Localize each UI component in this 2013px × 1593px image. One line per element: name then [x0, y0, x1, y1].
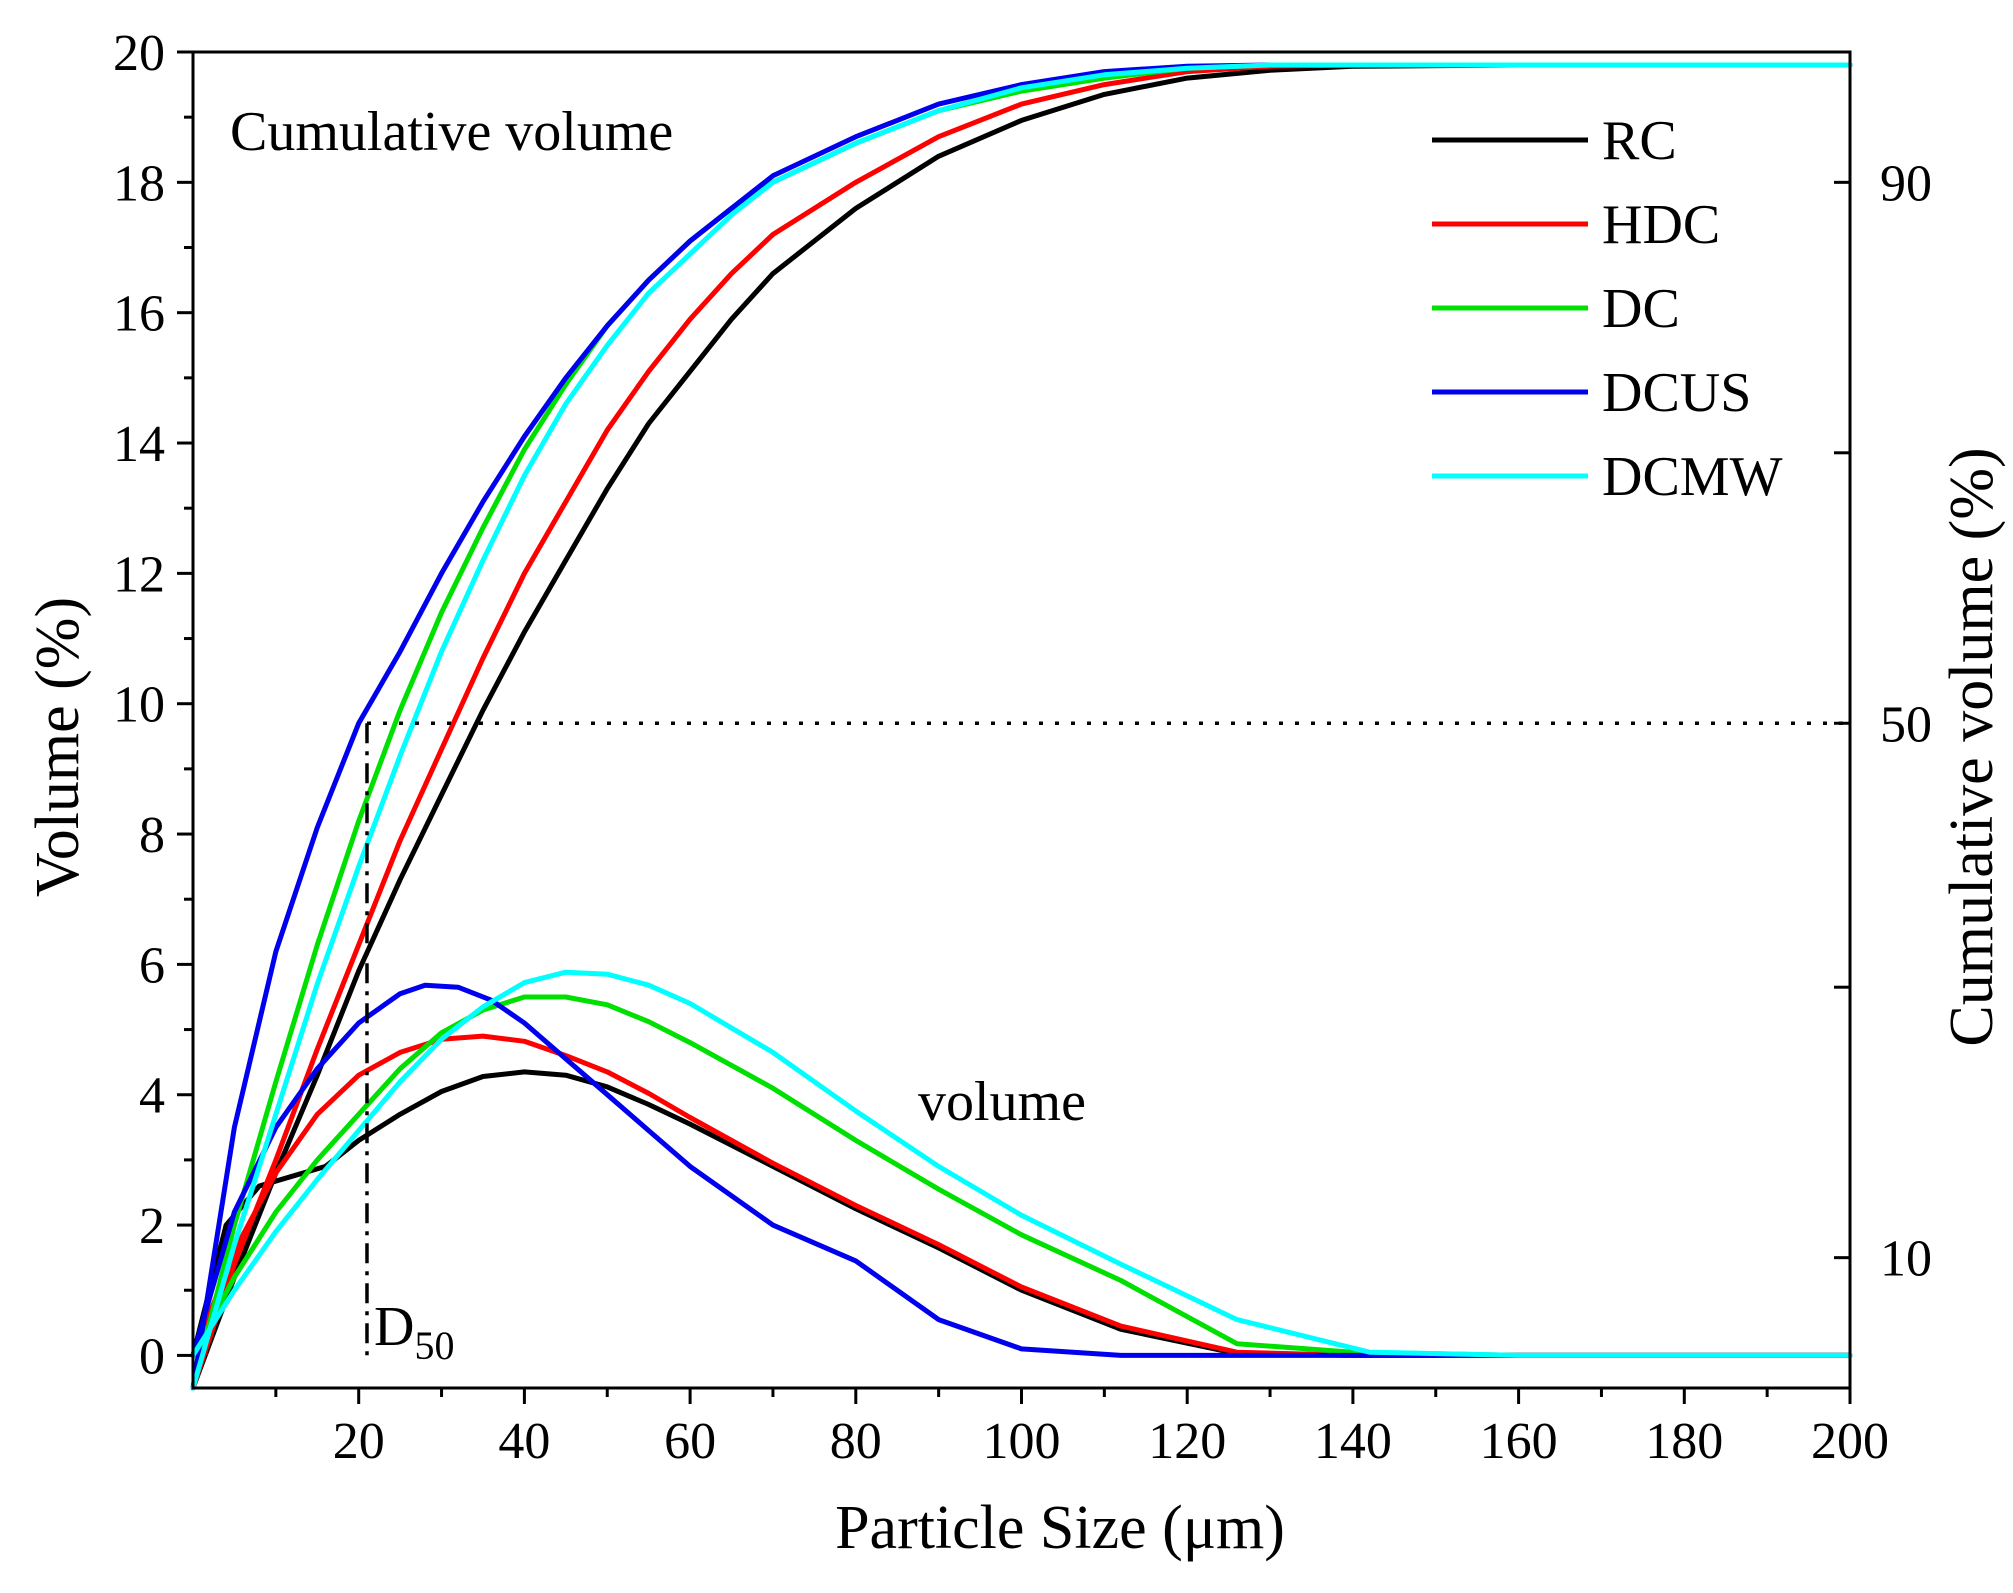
legend-label-dcmw: DCMW: [1602, 446, 1783, 508]
volume-annotation: volume: [918, 1071, 1086, 1133]
y-tick-label: 2: [139, 1198, 165, 1255]
y-tick-label: 18: [113, 155, 165, 212]
dcmw-cumulative-line: [190, 62, 1853, 1391]
axes: 20 40 60 80 100 120 140 160 180 200 0 2 4 6 8 10 12 14 16 1…: [113, 25, 1932, 1470]
x-tick-label: 180: [1645, 1413, 1723, 1470]
x-tick-label: 140: [1314, 1413, 1392, 1470]
y-tick-label: 8: [139, 807, 165, 864]
dc-cumulative-line: [190, 62, 1853, 1391]
cumulative-volume-annotation: Cumulative volume: [230, 101, 673, 163]
legend: RC HDC DC DCUS DCMW: [1432, 110, 1783, 508]
legend-label-rc: RC: [1602, 110, 1677, 172]
dc-volume-line: [190, 994, 1853, 1358]
x-tick-label: 20: [333, 1413, 385, 1470]
x-axis-title: Particle Size (μm): [835, 1494, 1285, 1562]
y-tick-label: 6: [139, 937, 165, 994]
x-tick-label: 120: [1148, 1413, 1226, 1470]
rc-cumulative-line: [190, 62, 1853, 1391]
y-tick-label: 12: [113, 546, 165, 603]
y-tick-label: 10: [113, 677, 165, 734]
x-tick-label: 40: [498, 1413, 550, 1470]
y-tick-label: 20: [113, 25, 165, 82]
d50-reference-lines: [365, 721, 1850, 1356]
y2-tick-label: 10: [1880, 1231, 1932, 1288]
dcus-cumulative-line: [190, 62, 1853, 1391]
hdc-cumulative-line: [190, 62, 1853, 1391]
y-tick-label: 14: [113, 416, 165, 473]
y-tick-label: 4: [139, 1068, 165, 1125]
d50-subscript: 50: [414, 1323, 454, 1368]
x-tick-label: 100: [983, 1413, 1061, 1470]
d50-annotation: D50: [374, 1296, 454, 1368]
x-tick-label: 200: [1811, 1413, 1889, 1470]
d50-main-text: D: [374, 1296, 414, 1358]
hdc-volume-line: [190, 1033, 1853, 1358]
y2-axis-title: Cumulative volume (%): [1938, 447, 2006, 1046]
legend-label-hdc: HDC: [1602, 194, 1720, 256]
x-tick-label: 60: [664, 1413, 716, 1470]
legend-label-dc: DC: [1602, 278, 1680, 340]
series-lines: [190, 62, 1853, 1391]
y-axis-title: Volume (%): [24, 597, 92, 897]
x-tick-label: 160: [1480, 1413, 1558, 1470]
dcmw-volume-line: [190, 969, 1853, 1358]
x-tick-label: 80: [830, 1413, 882, 1470]
dcus-volume-line: [190, 982, 1853, 1358]
legend-label-dcus: DCUS: [1602, 362, 1751, 424]
y-tick-label: 0: [139, 1328, 165, 1385]
y2-tick-label: 90: [1880, 155, 1932, 212]
y-tick-label: 16: [113, 286, 165, 343]
y2-tick-label: 50: [1880, 696, 1932, 753]
